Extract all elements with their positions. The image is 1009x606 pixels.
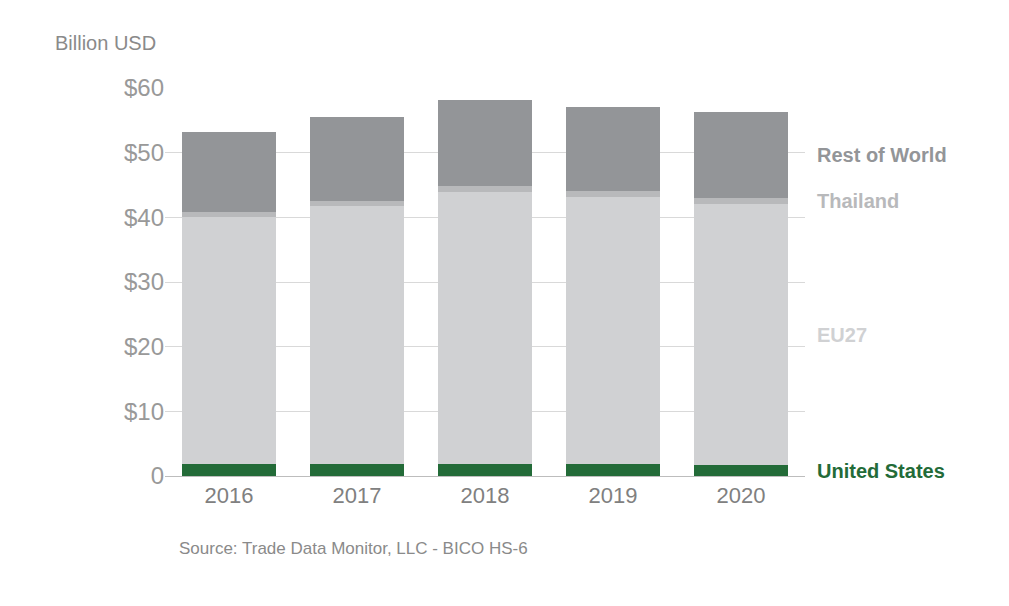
svg-text:0: 0 — [151, 462, 164, 489]
svg-text:EU27: EU27 — [817, 324, 867, 346]
svg-text:$60: $60 — [124, 74, 164, 101]
svg-text:$50: $50 — [124, 139, 164, 166]
svg-text:2016: 2016 — [205, 483, 254, 508]
svg-text:Thailand: Thailand — [817, 190, 899, 212]
svg-text:$30: $30 — [124, 268, 164, 295]
svg-text:$20: $20 — [124, 333, 164, 360]
svg-text:$10: $10 — [124, 398, 164, 425]
svg-text:Source: Trade Data Monitor, LL: Source: Trade Data Monitor, LLC - BICO H… — [179, 539, 528, 558]
svg-text:United States: United States — [817, 460, 945, 482]
svg-text:2019: 2019 — [589, 483, 638, 508]
svg-text:2020: 2020 — [717, 483, 766, 508]
svg-text:2018: 2018 — [461, 483, 510, 508]
svg-text:$40: $40 — [124, 204, 164, 231]
svg-text:Billion USD: Billion USD — [55, 32, 156, 54]
svg-text:2017: 2017 — [333, 483, 382, 508]
svg-text:Rest of World: Rest of World — [817, 144, 947, 166]
